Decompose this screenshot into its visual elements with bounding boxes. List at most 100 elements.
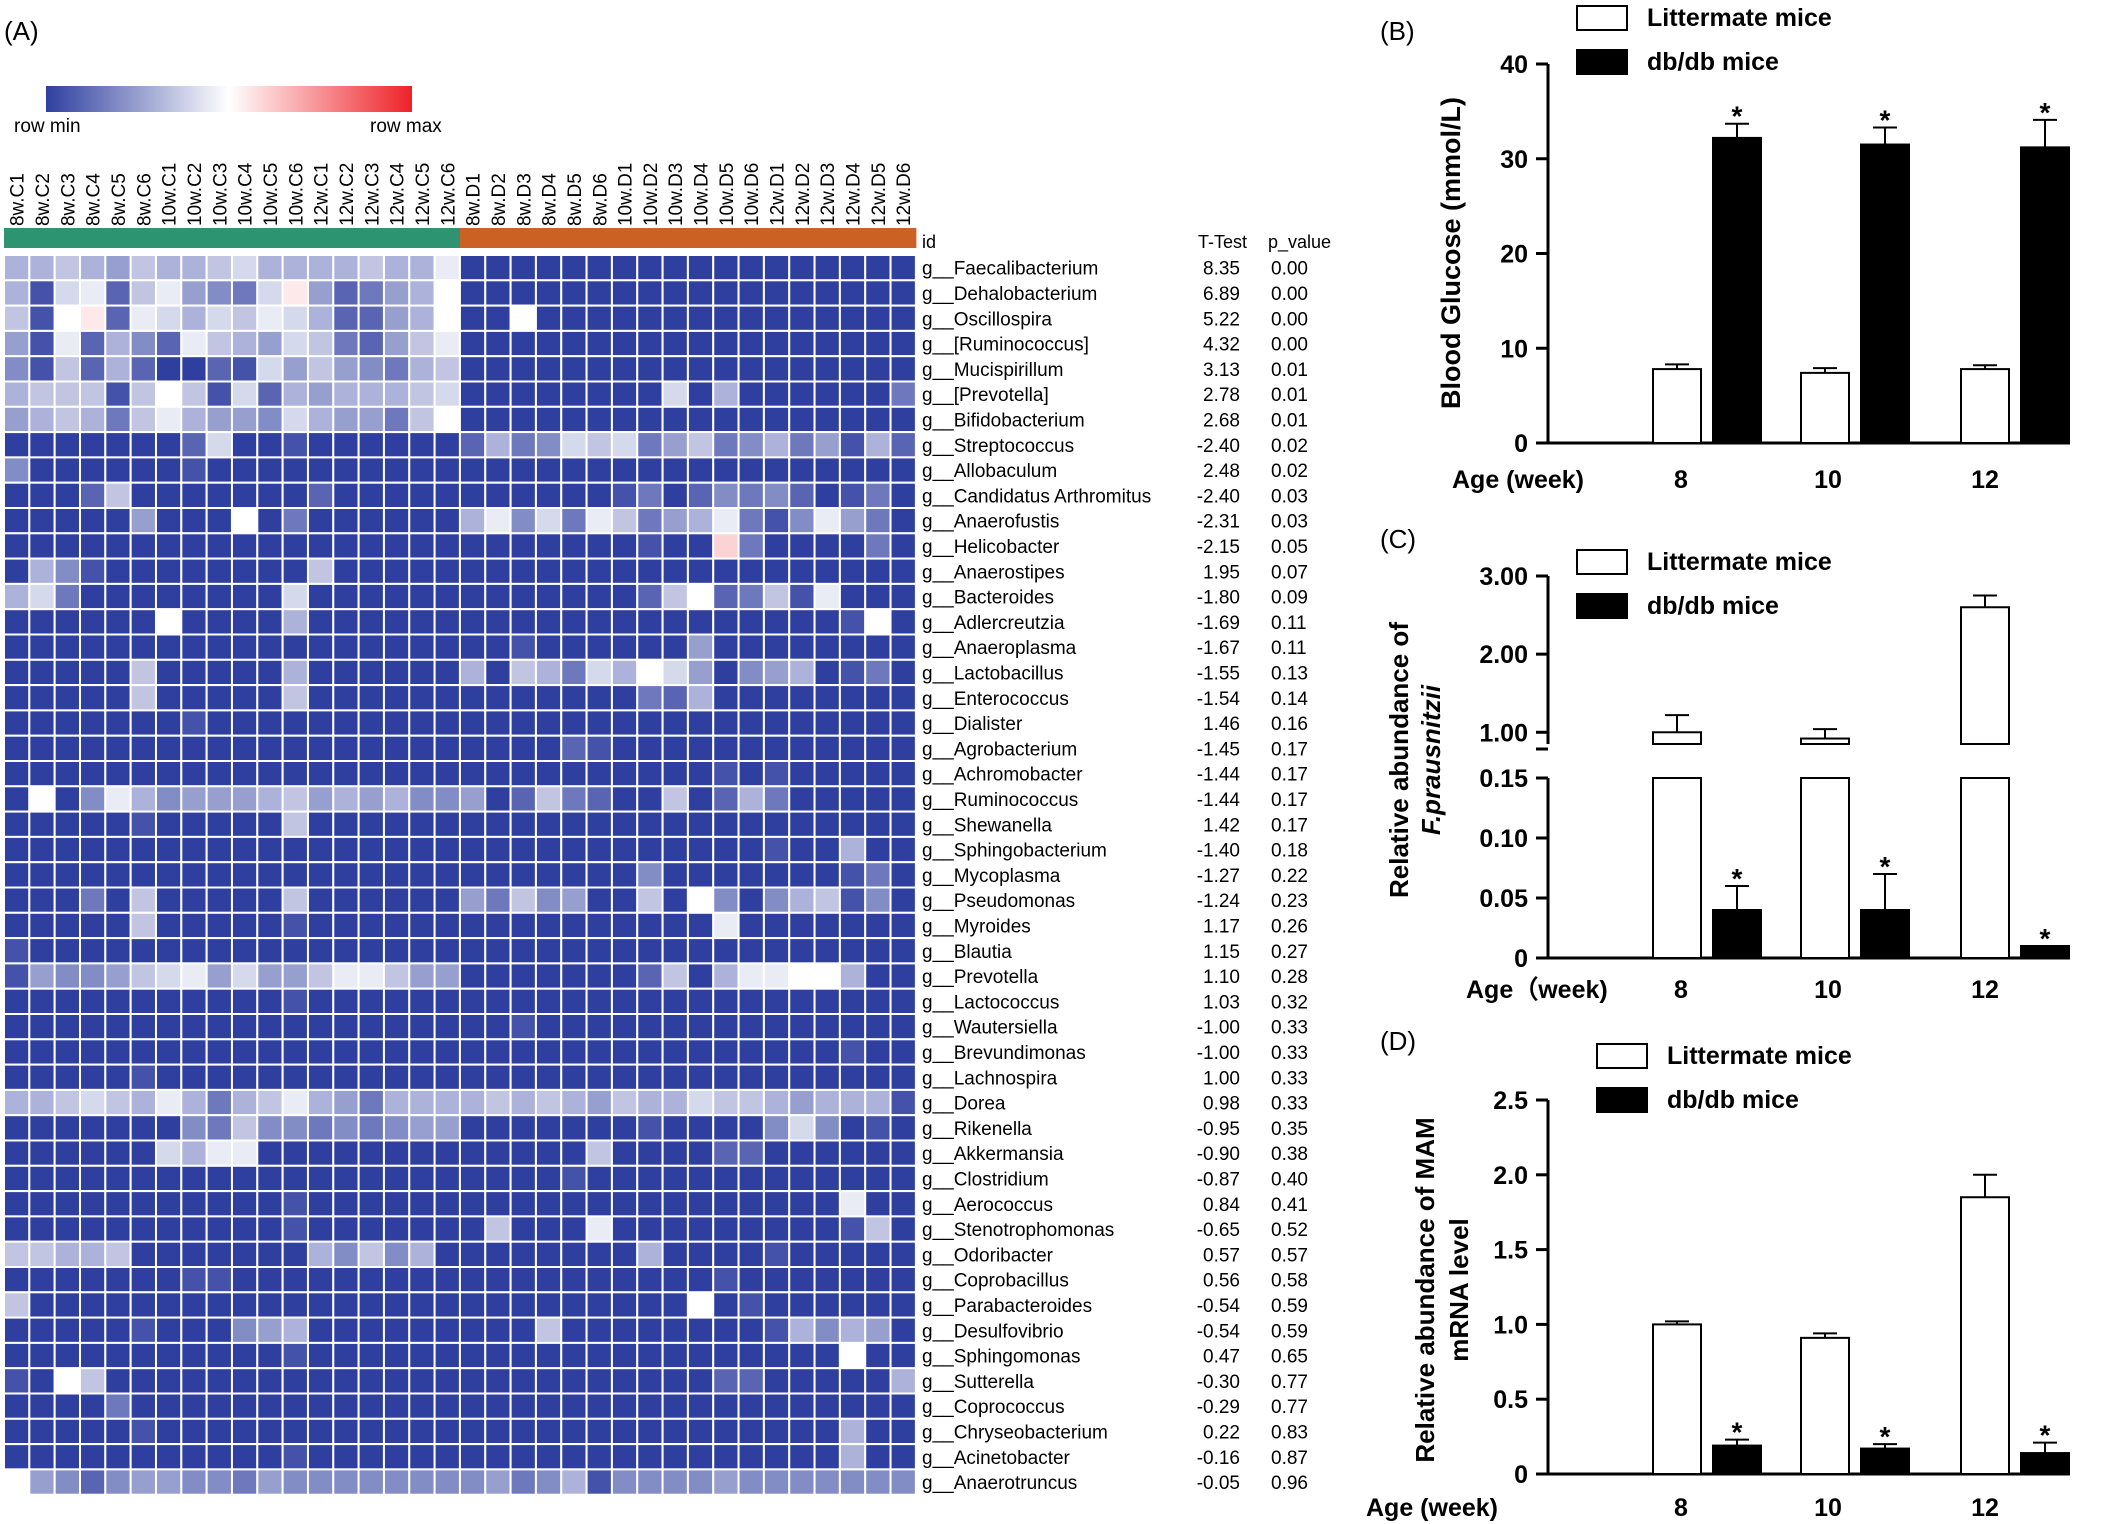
- heatmap-cell: [712, 329, 740, 358]
- heatmap-cell: [28, 886, 56, 914]
- heatmap-cell: [357, 608, 385, 636]
- heatmap-cell: [737, 532, 765, 560]
- heatmap-cell: [712, 835, 740, 864]
- heatmap-cell: [864, 1038, 892, 1066]
- heatmap-cell: [560, 1341, 588, 1370]
- heatmap-cell: [788, 1392, 816, 1420]
- heatmap-cell: [78, 886, 107, 914]
- column-label: 10w.D2: [641, 163, 662, 226]
- row-ttest: 2.48: [1203, 461, 1240, 482]
- heatmap-cell: [889, 1468, 917, 1496]
- heatmap-cell: [864, 1291, 892, 1319]
- heatmap-cell: [661, 254, 689, 282]
- heatmap-cell: [357, 633, 385, 661]
- heatmap-cell: [509, 658, 537, 687]
- heatmap-cell: [712, 987, 740, 1016]
- heatmap-cell: [737, 1088, 765, 1117]
- heatmap-cell: [458, 734, 487, 763]
- heatmap-cell: [357, 456, 385, 484]
- heatmap-cell: [509, 279, 537, 307]
- heatmap-cell: [636, 684, 664, 712]
- heatmap-cell: [382, 1417, 411, 1446]
- heatmap-cell: [205, 507, 233, 535]
- heatmap-cell: [585, 456, 613, 484]
- heatmap-cell: [762, 1114, 791, 1142]
- row-label: g__Enterococcus: [922, 689, 1069, 710]
- heatmap-cell: [104, 937, 132, 965]
- heatmap-cell: [104, 557, 132, 585]
- heatmap-cell: [737, 1266, 765, 1294]
- heatmap-cell: [585, 658, 613, 687]
- heatmap-cell: [382, 405, 411, 434]
- y-tick-label: 0.05: [1479, 885, 1528, 913]
- heatmap-cell: [205, 329, 233, 358]
- row-ttest: -1.00: [1197, 1018, 1240, 1039]
- heatmap-cell: [256, 1063, 284, 1091]
- heatmap-cell: [230, 1392, 259, 1420]
- heatmap-cell: [205, 734, 233, 763]
- heatmap-cell: [484, 785, 512, 813]
- row-ttest: -1.69: [1197, 613, 1240, 634]
- heatmap-cell: [433, 962, 461, 990]
- heatmap-cell: [788, 861, 816, 889]
- heatmap-cell: [357, 886, 385, 914]
- heatmap-cell: [560, 734, 588, 763]
- heatmap-cell: [864, 1139, 892, 1167]
- heatmap-cell: [408, 987, 436, 1016]
- heatmap-cell: [129, 684, 157, 712]
- group-bar-cell: [637, 228, 664, 248]
- row-label: g__Allobaculum: [922, 461, 1057, 482]
- heatmap-cell: [737, 431, 765, 459]
- heatmap-cell: [357, 355, 385, 383]
- heatmap-cell: [762, 507, 791, 535]
- heatmap-cell: [205, 760, 233, 788]
- heatmap-cell: [281, 1164, 309, 1193]
- heatmap-cell: [838, 1038, 867, 1066]
- heatmap-cell: [408, 380, 436, 408]
- heatmap-cell: [484, 1417, 512, 1446]
- heatmap-cell: [585, 861, 613, 889]
- heatmap-cell: [534, 279, 563, 307]
- heatmap-cell: [889, 1240, 917, 1268]
- row-ttest: 0.22: [1203, 1422, 1240, 1443]
- heatmap-cell: [154, 1266, 183, 1294]
- heatmap-cell: [610, 1190, 639, 1218]
- heatmap-cell: [256, 835, 284, 864]
- heatmap-cell: [382, 279, 411, 307]
- row-label: g__Dialister: [922, 714, 1023, 735]
- heatmap-cell: [180, 1164, 208, 1193]
- row-ttest: 0.57: [1203, 1245, 1240, 1266]
- heatmap-cell: [712, 582, 740, 611]
- column-label: 8w.C5: [109, 173, 130, 226]
- heatmap-cell: [737, 810, 765, 838]
- heatmap-cell: [788, 684, 816, 712]
- heatmap-cell: [306, 355, 335, 383]
- heatmap-cell: [762, 785, 791, 813]
- heatmap-cell: [28, 684, 56, 712]
- heatmap-cell: [53, 886, 81, 914]
- heatmap-cell: [737, 1443, 765, 1471]
- heatmap-cell: [433, 1291, 461, 1319]
- heatmap-cell: [712, 608, 740, 636]
- heatmap-cell: [433, 507, 461, 535]
- row-pvalue: 0.52: [1271, 1220, 1308, 1241]
- heatmap-cell: [636, 254, 664, 282]
- heatmap-cell: [813, 1341, 841, 1370]
- heatmap-cell: [357, 279, 385, 307]
- heatmap-cell: [889, 355, 917, 383]
- heatmap-cell: [256, 886, 284, 914]
- heatmap-cell: [53, 911, 81, 940]
- panel-label-a: (A): [4, 16, 39, 46]
- heatmap-cell: [636, 1468, 664, 1496]
- heatmap-cell: [28, 1164, 56, 1193]
- row-ttest: -0.95: [1197, 1119, 1240, 1140]
- heatmap-cell: [104, 1316, 132, 1344]
- heatmap-cell: [737, 1013, 765, 1041]
- heatmap-cell: [205, 582, 233, 611]
- heatmap-cell: [357, 1341, 385, 1370]
- heatmap-cell: [28, 937, 56, 965]
- heatmap-cell: [560, 1392, 588, 1420]
- heatmap-cell: [585, 1164, 613, 1193]
- heatmap-cell: [104, 608, 132, 636]
- heatmap-cell: [205, 431, 233, 459]
